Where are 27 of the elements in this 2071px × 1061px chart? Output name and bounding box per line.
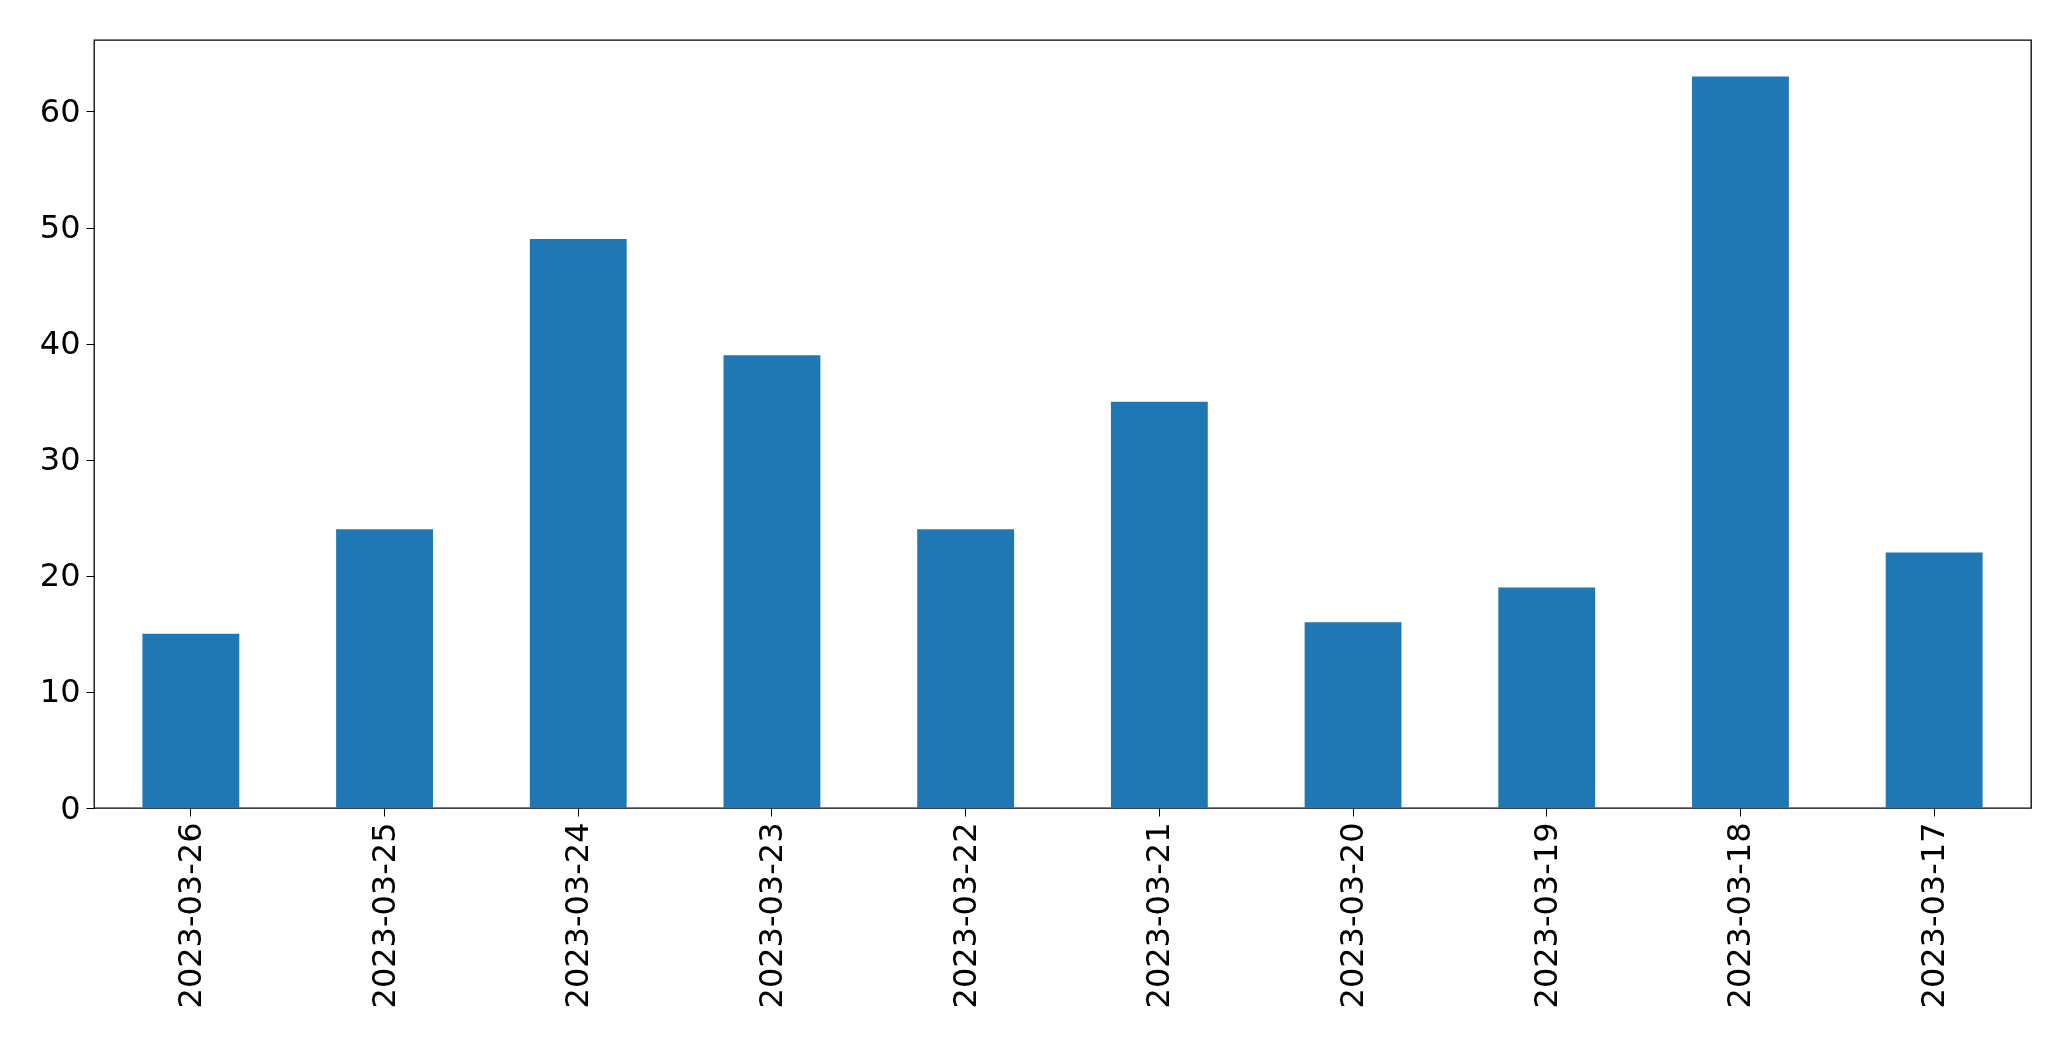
x-tick-label: 2023-03-18 xyxy=(1720,822,1759,1009)
x-tick-label: 2023-03-22 xyxy=(945,822,984,1009)
y-tick-label: 0 xyxy=(60,788,81,827)
bar xyxy=(142,633,240,808)
x-tick-label: 2023-03-23 xyxy=(751,822,790,1009)
x-tick-label: 2023-03-26 xyxy=(170,822,209,1009)
x-tick-label: 2023-03-17 xyxy=(1914,822,1953,1009)
bar xyxy=(1304,622,1402,808)
y-tick-label: 30 xyxy=(39,440,81,479)
y-tick-label: 20 xyxy=(39,556,81,595)
y-tick-label: 60 xyxy=(39,91,81,130)
x-tick-label: 2023-03-24 xyxy=(558,822,597,1009)
bar xyxy=(1692,76,1789,808)
bar xyxy=(336,529,433,808)
bar xyxy=(723,355,821,808)
bar xyxy=(529,239,627,808)
bar xyxy=(1498,587,1596,808)
y-tick-label: 40 xyxy=(39,324,81,363)
x-tick-label: 2023-03-19 xyxy=(1526,822,1565,1009)
x-tick-label: 2023-03-25 xyxy=(364,822,403,1009)
bar xyxy=(1885,552,1983,808)
bar xyxy=(917,529,1015,808)
x-tick-label: 2023-03-20 xyxy=(1333,822,1372,1009)
x-tick-label: 2023-03-21 xyxy=(1139,822,1178,1009)
y-tick-label: 10 xyxy=(39,672,81,711)
bar xyxy=(1110,401,1208,808)
y-tick-label: 50 xyxy=(39,208,81,246)
